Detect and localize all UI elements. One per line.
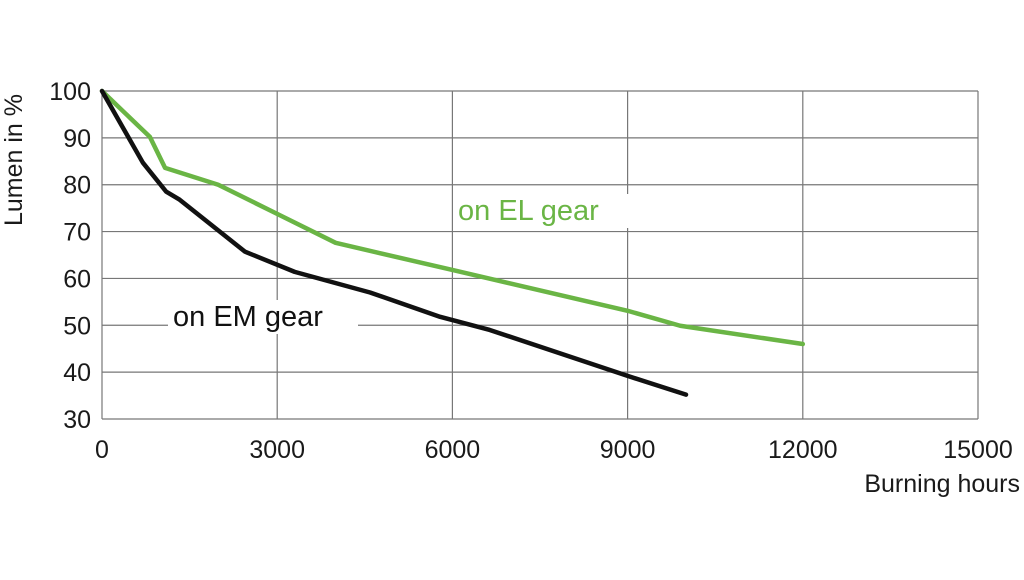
- y-tick-label: 50: [63, 312, 91, 340]
- x-tick-label: 15000: [943, 436, 1013, 464]
- x-tick-label: 12000: [768, 436, 838, 464]
- y-tick-label: 40: [63, 359, 91, 387]
- el-label-bg: [453, 194, 630, 228]
- x-tick-label: 3000: [249, 436, 305, 464]
- y-tick-label: 80: [63, 172, 91, 200]
- x-tick-label: 6000: [425, 436, 481, 464]
- em-label-bg: [168, 300, 358, 334]
- y-tick-label: 60: [63, 265, 91, 293]
- y-tick-label: 100: [49, 78, 91, 106]
- series-label-em: on EM gear: [173, 301, 323, 333]
- y-axis-label: Lumen in %: [0, 94, 28, 226]
- series-lines: [99, 88, 806, 397]
- series-line-em-gear: [99, 88, 689, 397]
- x-tick-label: 9000: [600, 436, 656, 464]
- series-label-el: on EL gear: [458, 195, 599, 227]
- x-axis-label: Burning hours: [864, 470, 1020, 498]
- y-tick-label: 90: [63, 125, 91, 153]
- tick-labels: 0 3000 6000 9000 12000 15000 30 40 50 60 70 80 90 100: [49, 78, 1012, 464]
- y-tick-label: 70: [63, 219, 91, 247]
- series-line-el-gear: [99, 88, 806, 347]
- x-tick-label: 0: [95, 436, 109, 464]
- grid: [101, 90, 979, 420]
- y-tick-label: 30: [63, 406, 91, 434]
